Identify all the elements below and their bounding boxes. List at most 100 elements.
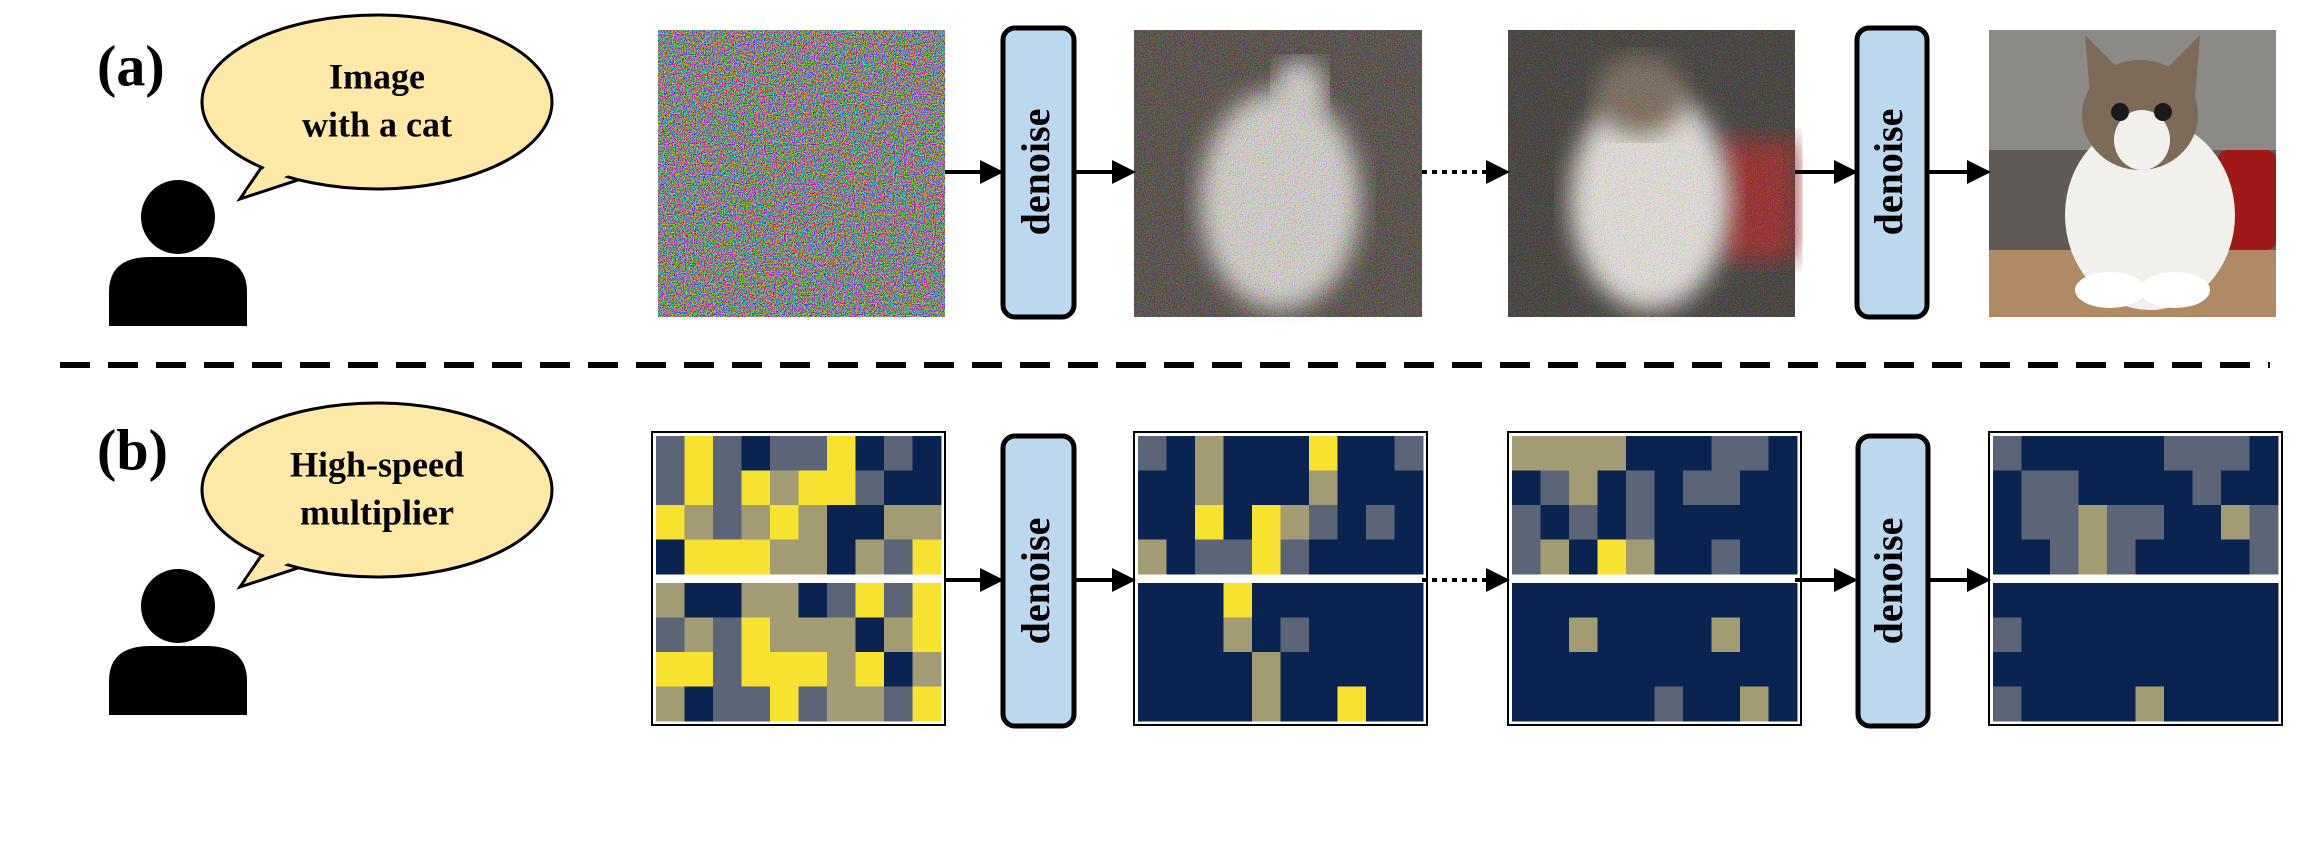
step-label: denoise	[1866, 109, 1911, 236]
heatmap-panel	[1988, 431, 2283, 726]
grid-cell	[2192, 617, 2222, 653]
grid-cell	[1512, 470, 1541, 506]
grid-cell	[2135, 583, 2165, 618]
grid-cell	[1166, 470, 1196, 506]
grid-cell	[1280, 470, 1310, 506]
grid-cell	[2021, 436, 2051, 471]
grid-cell	[912, 539, 942, 575]
grid-cell	[912, 617, 942, 653]
grid-cell	[1512, 686, 1541, 722]
grid-cell	[855, 617, 885, 653]
grid-cell	[741, 686, 771, 722]
speech-bubble: High-speed multiplier	[200, 401, 554, 590]
heatmap-panel	[1507, 431, 1802, 726]
grid-cell	[855, 470, 885, 506]
noise-image	[658, 30, 945, 317]
grid-cell	[2135, 436, 2165, 471]
grid-cell	[2078, 505, 2108, 540]
grid-cell	[1138, 436, 1167, 471]
denoise-box: denoise	[1854, 25, 1930, 320]
grid-cell	[2192, 652, 2222, 687]
grid-cell	[1195, 617, 1224, 653]
grid-cell	[656, 652, 685, 687]
grid-cell	[1597, 617, 1627, 653]
grid-cell	[2135, 652, 2165, 687]
grid-cell	[741, 539, 771, 575]
grid-cell	[884, 652, 913, 687]
grid-cell	[1540, 505, 1570, 540]
grid-cell	[1993, 686, 2022, 722]
grid-cell	[1768, 436, 1798, 471]
heatmap-panel	[651, 431, 946, 726]
grid-cell	[713, 583, 742, 618]
grid-cell	[1768, 539, 1798, 575]
grid-cell	[2050, 470, 2079, 506]
grid-cell	[1711, 539, 1741, 575]
grid-cell	[912, 436, 942, 471]
grid-cell	[2021, 539, 2051, 575]
grid-cell	[1768, 652, 1798, 687]
grid-cell	[1309, 470, 1338, 506]
grid-cell	[2249, 539, 2279, 575]
denoise-box: denoise	[1000, 25, 1077, 320]
grid-cell	[884, 470, 913, 506]
grid-cell	[1683, 617, 1712, 653]
grid-cell	[1309, 436, 1338, 471]
grid-cell	[1740, 505, 1769, 540]
grid-cell	[2164, 652, 2193, 687]
grid-cell	[1626, 652, 1655, 687]
grid-cell	[1711, 436, 1741, 471]
grid-cell	[1569, 539, 1598, 575]
grid-cell	[656, 686, 685, 722]
grid-cell	[684, 652, 714, 687]
grid-cell	[1740, 617, 1769, 653]
grid-cell	[1569, 652, 1598, 687]
grid-cell	[2107, 470, 2136, 506]
grid-cell	[884, 505, 913, 540]
grid-cell	[827, 652, 856, 687]
grid-cell	[1540, 652, 1570, 687]
grid-cell	[1138, 686, 1167, 722]
grid-cell	[2192, 470, 2222, 506]
grid-cell	[1540, 539, 1570, 575]
grid-cell	[855, 539, 885, 575]
grid-cell	[1394, 652, 1424, 687]
grid-cell	[741, 583, 771, 618]
grid-cell	[684, 617, 714, 653]
grid-cell	[2107, 686, 2136, 722]
prompt-line: High-speed	[290, 444, 464, 484]
grid-cell	[2221, 583, 2250, 618]
grid-cell	[1597, 436, 1627, 471]
grid-cell	[1626, 436, 1655, 471]
grid-cell	[1366, 652, 1395, 687]
grid-cell	[1683, 436, 1712, 471]
grid-cell	[1740, 436, 1769, 471]
grid-cell	[2135, 617, 2165, 653]
grid-cell	[1337, 617, 1367, 653]
grid-cell	[1195, 505, 1224, 540]
grid-cell	[912, 583, 942, 618]
grid-cell	[2135, 470, 2165, 506]
grid-cell	[1512, 583, 1541, 618]
grid-cell	[1366, 470, 1395, 506]
grid-cell	[1768, 470, 1798, 506]
grid-cell	[2135, 686, 2165, 722]
grid-cell	[2078, 436, 2108, 471]
grid-cell	[770, 470, 799, 506]
grid-cell	[1138, 617, 1167, 653]
grid-cell	[2021, 583, 2051, 618]
grid-cell	[2021, 686, 2051, 722]
grid-cell	[2221, 617, 2250, 653]
grid-cell	[2021, 470, 2051, 506]
grid-cell	[1394, 583, 1424, 618]
grid-cell	[2249, 686, 2279, 722]
grid-cell	[2107, 617, 2136, 653]
grid-cell	[656, 470, 685, 506]
grid-cell	[1740, 583, 1769, 618]
grid-cell	[1195, 436, 1224, 471]
grid-cell	[1654, 470, 1684, 506]
grid-cell	[1166, 686, 1196, 722]
grid-cell	[2107, 505, 2136, 540]
grid-cell	[1740, 539, 1769, 575]
grid-cell	[798, 686, 828, 722]
